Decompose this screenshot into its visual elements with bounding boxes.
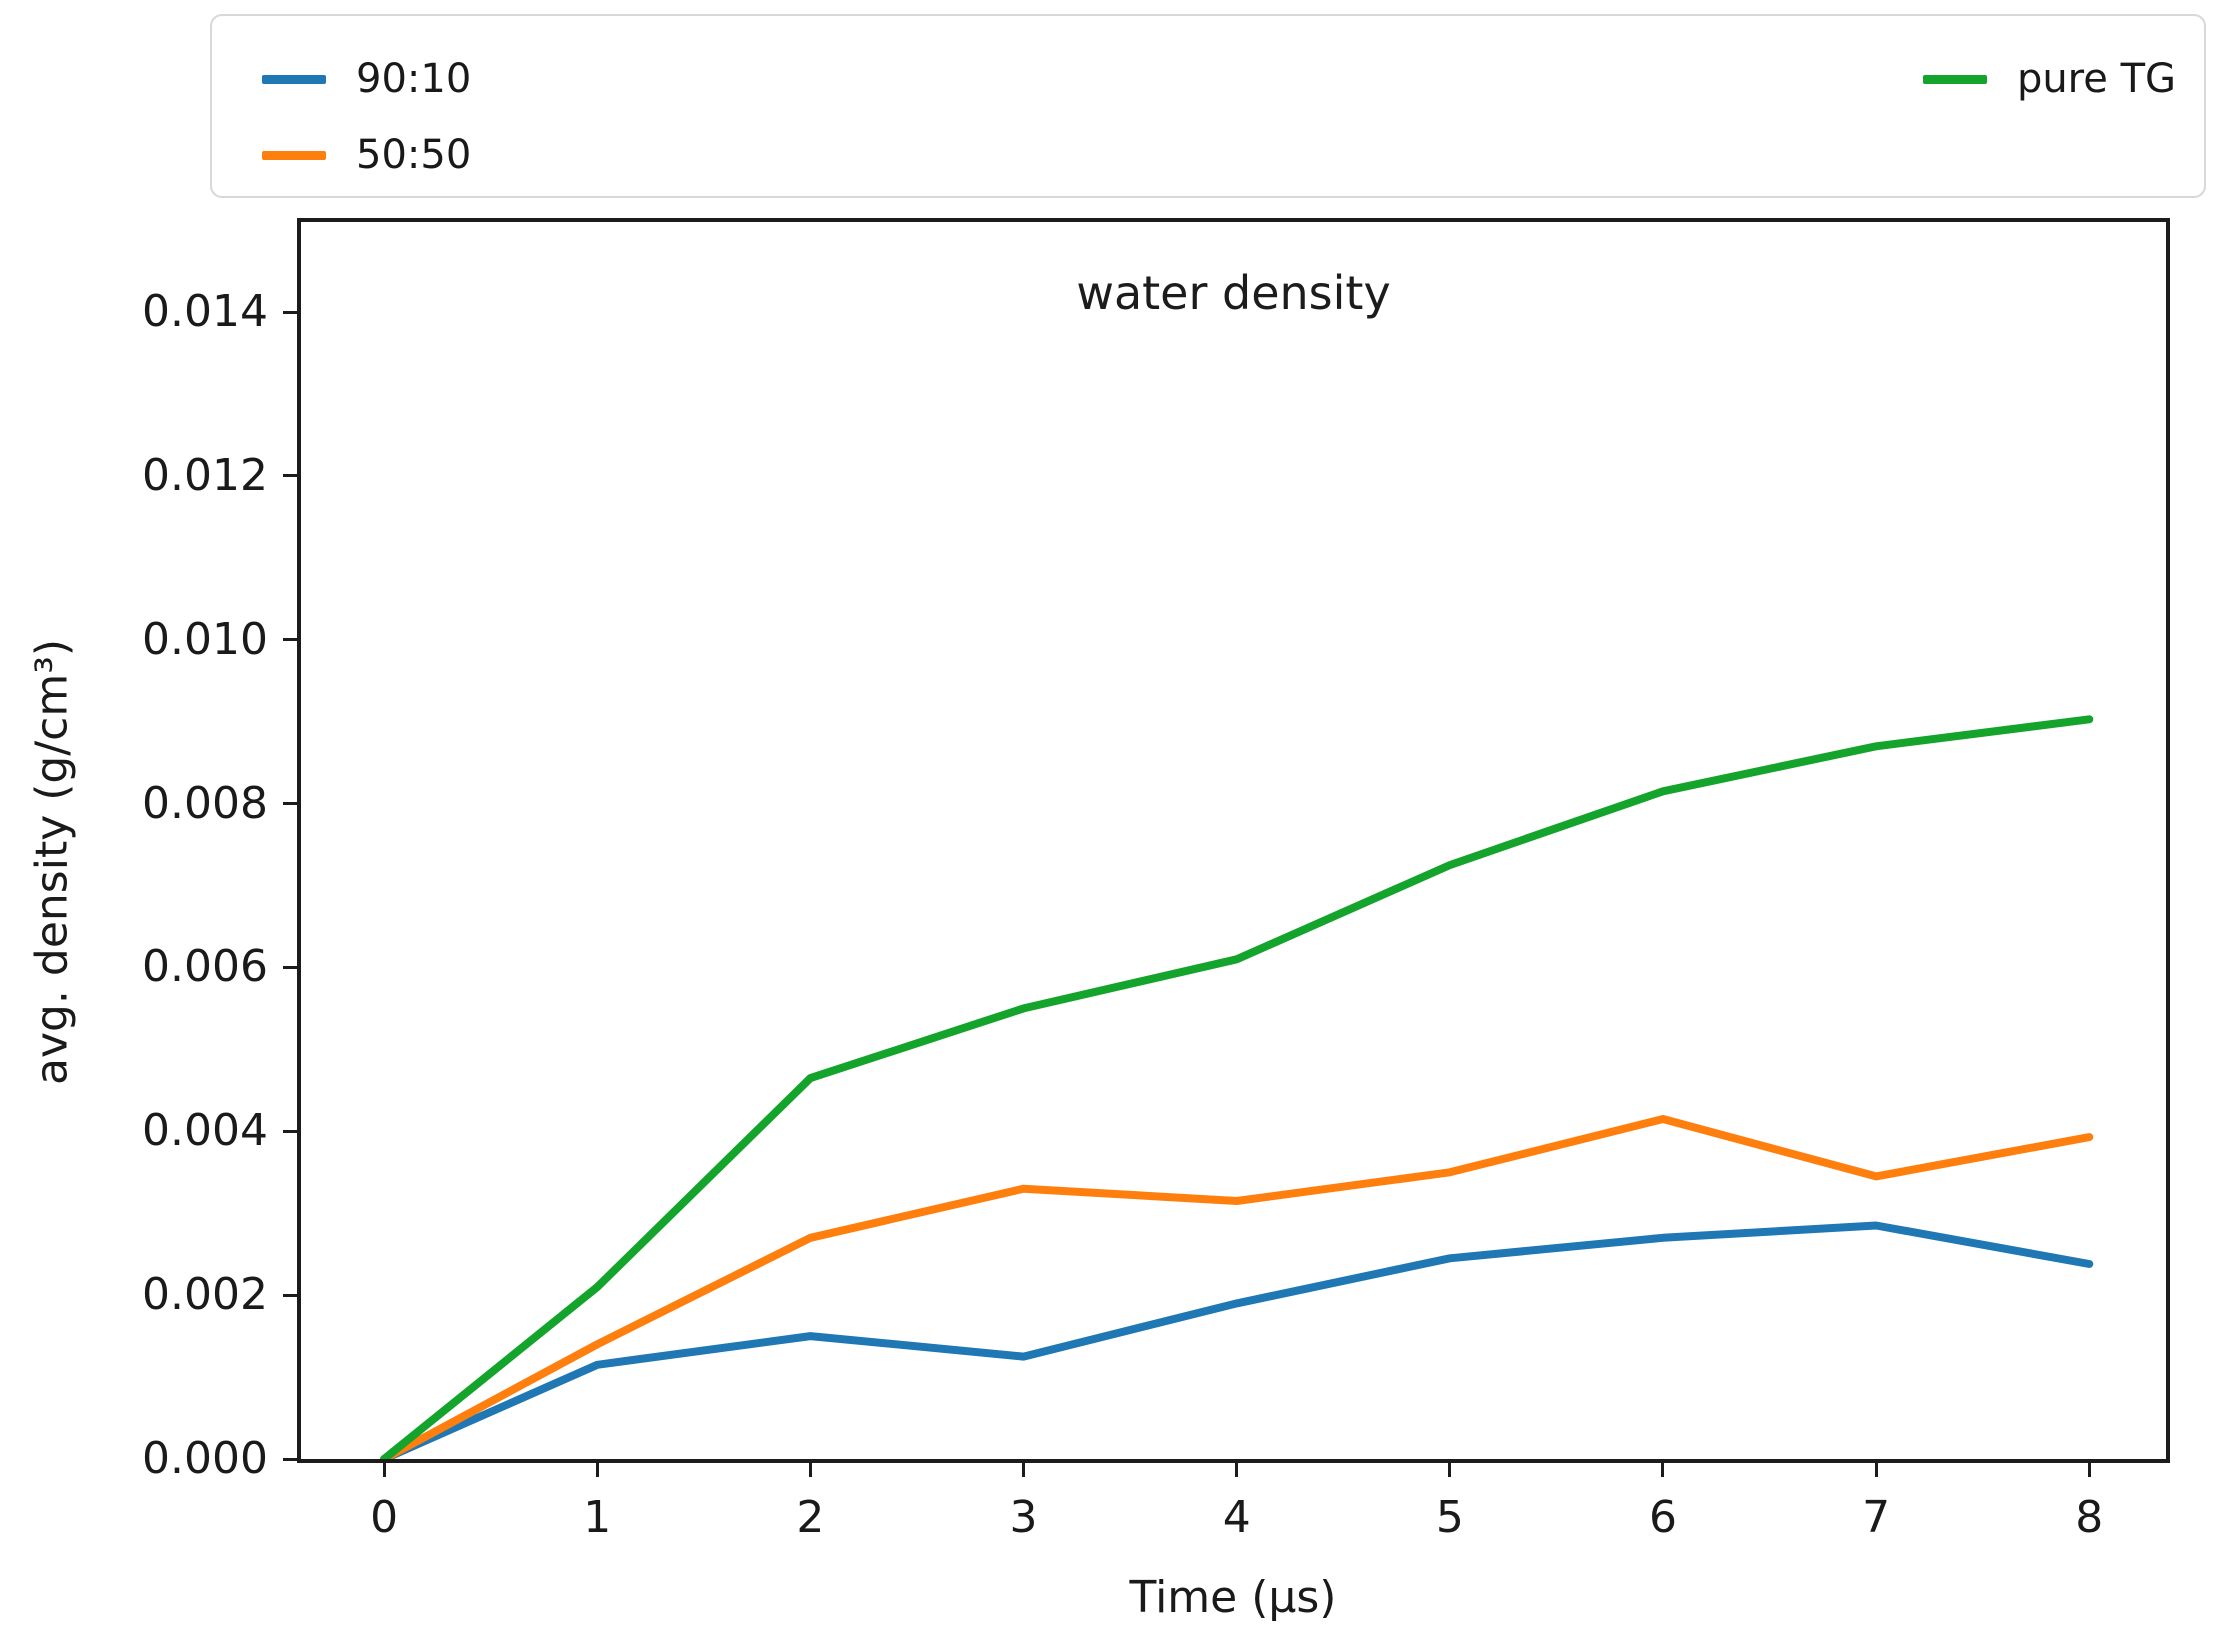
legend-swatch-90-10 bbox=[262, 74, 326, 84]
y-tick-mark bbox=[283, 802, 297, 806]
x-tick-label: 4 bbox=[1222, 1492, 1251, 1543]
y-tick-label: 0.012 bbox=[142, 449, 268, 501]
y-tick-mark bbox=[283, 1293, 297, 1297]
legend-item-pure-tg: pure TG bbox=[1922, 48, 2176, 110]
x-tick-mark bbox=[1874, 1463, 1878, 1477]
y-tick-mark bbox=[283, 1129, 297, 1133]
plot-area: water density bbox=[297, 218, 2170, 1463]
y-tick-label: 0.004 bbox=[142, 1105, 268, 1157]
x-tick-mark bbox=[1448, 1463, 1452, 1477]
legend-swatch-50-50 bbox=[262, 150, 326, 160]
x-tick-mark bbox=[382, 1463, 386, 1477]
x-tick-mark bbox=[1661, 1463, 1665, 1477]
y-tick-mark bbox=[283, 965, 297, 969]
x-tick-label: 0 bbox=[370, 1492, 399, 1543]
y-tick-mark bbox=[283, 310, 297, 314]
legend-swatch-pure-tg bbox=[1922, 74, 1987, 84]
legend: 90:10 50:50 pure TG bbox=[210, 14, 2206, 198]
x-tick-mark bbox=[1235, 1463, 1239, 1477]
x-tick-label: 3 bbox=[1009, 1492, 1038, 1543]
y-axis-label: avg. density (g/cm³) bbox=[26, 639, 78, 1085]
legend-label-pure-tg: pure TG bbox=[2016, 56, 2176, 102]
legend-item-90-10: 90:10 bbox=[262, 48, 471, 110]
chart-lines-canvas bbox=[380, 715, 2094, 1459]
x-axis-label: Time (μs) bbox=[1129, 1572, 1337, 1623]
y-tick-mark bbox=[283, 474, 297, 478]
x-tick-mark bbox=[1022, 1463, 1026, 1477]
x-tick-label: 7 bbox=[1862, 1492, 1891, 1543]
y-tick-label: 0.000 bbox=[142, 1433, 268, 1484]
y-tick-label: 0.002 bbox=[142, 1269, 268, 1321]
x-tick-label: 2 bbox=[796, 1492, 825, 1543]
series-line-50-50 bbox=[380, 1115, 2094, 1459]
series-line-90-10 bbox=[380, 1221, 2094, 1459]
y-tick-mark bbox=[283, 1457, 297, 1461]
legend-item-50-50: 50:50 bbox=[262, 124, 471, 186]
y-tick-label: 0.008 bbox=[142, 777, 268, 829]
x-tick-label: 5 bbox=[1435, 1492, 1464, 1543]
x-tick-mark bbox=[808, 1463, 812, 1477]
x-tick-label: 1 bbox=[583, 1492, 612, 1543]
y-tick-label: 0.006 bbox=[142, 941, 268, 993]
y-tick-label: 0.010 bbox=[142, 613, 268, 665]
chart-title: water density bbox=[1076, 266, 1391, 320]
legend-left-column: 90:10 50:50 bbox=[212, 16, 471, 196]
x-tick-label: 8 bbox=[2075, 1492, 2104, 1543]
legend-label-50-50: 50:50 bbox=[356, 132, 472, 178]
legend-right-column: pure TG bbox=[1922, 16, 2204, 196]
x-tick-mark bbox=[595, 1463, 599, 1477]
y-tick-label: 0.014 bbox=[142, 286, 268, 338]
x-tick-mark bbox=[2087, 1463, 2091, 1477]
legend-label-90-10: 90:10 bbox=[356, 56, 472, 102]
series-line-pure-tg bbox=[380, 715, 2094, 1459]
y-tick-mark bbox=[283, 638, 297, 642]
x-tick-label: 6 bbox=[1648, 1492, 1677, 1543]
